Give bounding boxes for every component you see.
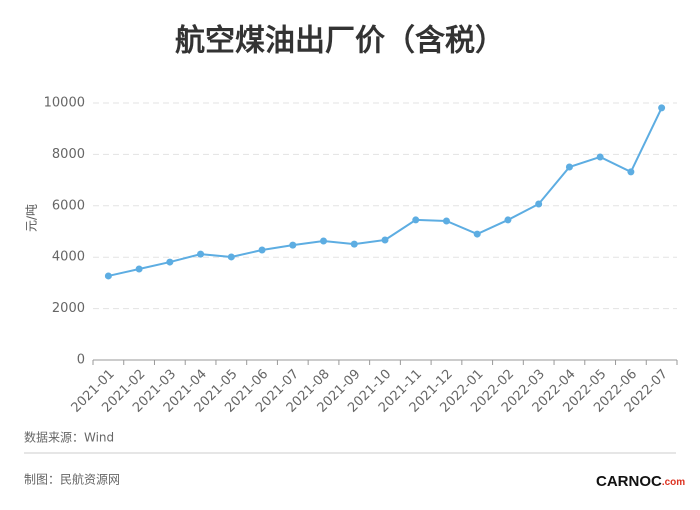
- point: [535, 200, 543, 208]
- point: [197, 250, 205, 258]
- y-tick-label: 6000: [52, 198, 85, 213]
- y-tick-label: 10000: [44, 96, 85, 111]
- credit: 制图：民航资源网: [24, 472, 120, 487]
- point: [135, 265, 143, 273]
- point: [627, 168, 635, 176]
- point: [166, 258, 174, 266]
- chart-title: 航空煤油出厂价（含税）: [175, 24, 505, 59]
- point: [596, 153, 604, 161]
- point: [320, 237, 328, 245]
- point: [658, 104, 666, 112]
- logo: CARNOC.com: [596, 473, 685, 490]
- y-tick-label: 8000: [52, 147, 85, 162]
- point: [504, 216, 512, 224]
- point: [473, 230, 481, 238]
- y-tick-label: 0: [77, 353, 85, 368]
- y-axis-label: 元/吨: [25, 204, 39, 232]
- point: [381, 236, 389, 244]
- logo-suffix: .com: [662, 477, 685, 488]
- point: [412, 216, 420, 224]
- point: [227, 253, 235, 261]
- point: [442, 217, 450, 225]
- point: [258, 246, 266, 254]
- point: [104, 272, 112, 280]
- source: 数据来源：Wind: [24, 430, 114, 445]
- line: [108, 107, 663, 277]
- point: [289, 241, 297, 249]
- point: [350, 240, 358, 248]
- logo-text: CARNOC: [596, 473, 662, 490]
- y-tick-label: 2000: [52, 301, 85, 316]
- y-tick-label: 4000: [52, 250, 85, 265]
- point: [565, 163, 573, 171]
